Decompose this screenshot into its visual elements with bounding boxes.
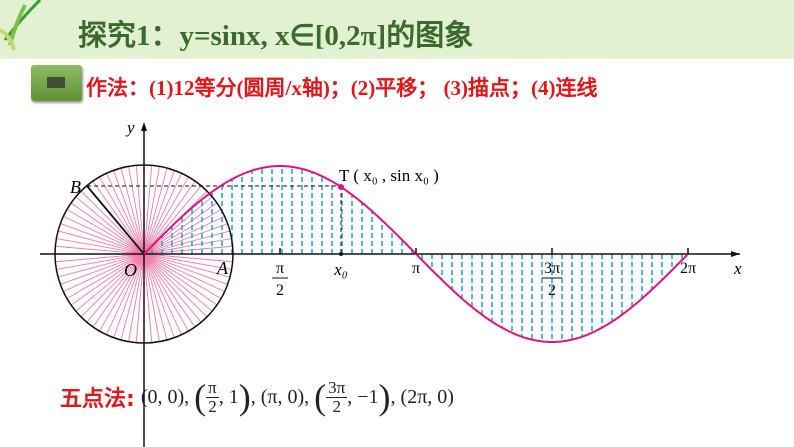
page-title: 探究1：y=sinx, x∈[0,2π]的图象 <box>78 20 474 52</box>
ray <box>80 190 145 255</box>
ray <box>143 253 202 323</box>
radius-ob <box>86 185 145 255</box>
ray <box>143 180 196 255</box>
x-axis-arrow-icon <box>731 251 740 257</box>
video-camera-icon[interactable] <box>31 65 82 101</box>
method-steps: 作法：(1)12等分(圆周/x轴)；(2)平移； (3)描点；(4)连线 <box>86 76 598 100</box>
ray <box>70 253 145 306</box>
ray <box>143 215 225 255</box>
ray <box>75 253 145 312</box>
ray <box>113 253 145 338</box>
point-t-label: T ( x₀ , sin x₀ ) <box>339 166 439 185</box>
ray <box>143 176 189 255</box>
five-point-method: 五点法: (0, 0), (π 2, 1), (π, 0), (3π 2, −1) … <box>60 377 454 417</box>
ray <box>55 245 145 255</box>
ray <box>143 170 175 255</box>
ray <box>135 253 145 343</box>
point-4-x: 3π 2 <box>326 377 348 416</box>
ray <box>113 170 145 255</box>
y-axis-arrow-icon <box>141 122 147 131</box>
ray <box>57 230 145 255</box>
point-5: , (2π, 0) <box>390 385 454 408</box>
ray <box>143 245 233 255</box>
tick-pi-2-num: π <box>276 260 284 277</box>
ray <box>143 253 160 342</box>
five-point-label: 五点法: <box>60 387 135 412</box>
ray <box>143 223 228 255</box>
ray <box>143 253 183 335</box>
ray <box>99 253 145 332</box>
ray <box>66 209 145 255</box>
ray <box>143 230 231 255</box>
ray <box>135 165 145 255</box>
ray <box>143 185 202 255</box>
ray <box>57 253 145 278</box>
ray <box>143 253 222 299</box>
ray <box>75 196 145 255</box>
ray <box>143 253 225 293</box>
ray <box>86 253 145 323</box>
origin-label: O <box>124 260 137 280</box>
ray <box>56 238 145 255</box>
leaf-decoration-icon <box>0 0 42 51</box>
ray <box>143 253 233 263</box>
ray <box>143 253 175 338</box>
ray <box>143 196 213 255</box>
x-label: x <box>733 259 742 278</box>
ray <box>63 215 145 255</box>
ray <box>143 253 228 285</box>
ray <box>66 253 145 299</box>
ray <box>143 202 218 255</box>
ray <box>143 253 208 318</box>
tick-pi-2-den: 2 <box>276 282 284 299</box>
y-label: y <box>125 118 135 137</box>
point-4-y: , −1 <box>347 385 379 408</box>
point-x0 <box>339 252 343 256</box>
ray <box>60 223 145 255</box>
ray <box>143 209 222 255</box>
ray <box>143 253 218 306</box>
ray <box>143 253 189 332</box>
ray <box>120 167 145 255</box>
ray <box>60 253 145 285</box>
ray <box>143 238 232 255</box>
ray <box>70 202 145 255</box>
point-a-label: A <box>216 258 229 278</box>
title-band <box>0 0 794 59</box>
ray <box>143 253 213 312</box>
point-3: (π, 0), <box>260 385 310 408</box>
tick-2pi: 2π <box>680 260 696 277</box>
tick-3pi-2-den: 2 <box>548 282 556 299</box>
ray <box>92 180 145 255</box>
ray <box>143 253 168 341</box>
point-2-y: , 1 <box>218 385 239 408</box>
ray <box>55 253 145 263</box>
ray <box>143 253 153 343</box>
ray <box>143 165 153 255</box>
ray <box>105 253 145 335</box>
ray <box>143 253 196 328</box>
ray <box>128 166 145 255</box>
ray <box>99 176 145 255</box>
tick-x0: x₀ <box>333 260 348 279</box>
tick-pi: π <box>412 260 420 277</box>
ray <box>128 253 145 342</box>
ray <box>143 253 231 278</box>
ray <box>56 253 145 270</box>
ray <box>143 253 232 270</box>
ray <box>105 173 145 255</box>
point-b-label: B <box>70 177 81 197</box>
ray <box>143 173 183 255</box>
tick-3pi-2-num: 3π <box>544 260 560 277</box>
ray <box>143 167 168 255</box>
point-1: (0, 0), <box>140 385 190 408</box>
ray <box>63 253 145 293</box>
ray <box>92 253 145 328</box>
point-t <box>338 184 344 190</box>
ray <box>80 253 145 318</box>
ray <box>143 166 160 255</box>
ray <box>120 253 145 341</box>
